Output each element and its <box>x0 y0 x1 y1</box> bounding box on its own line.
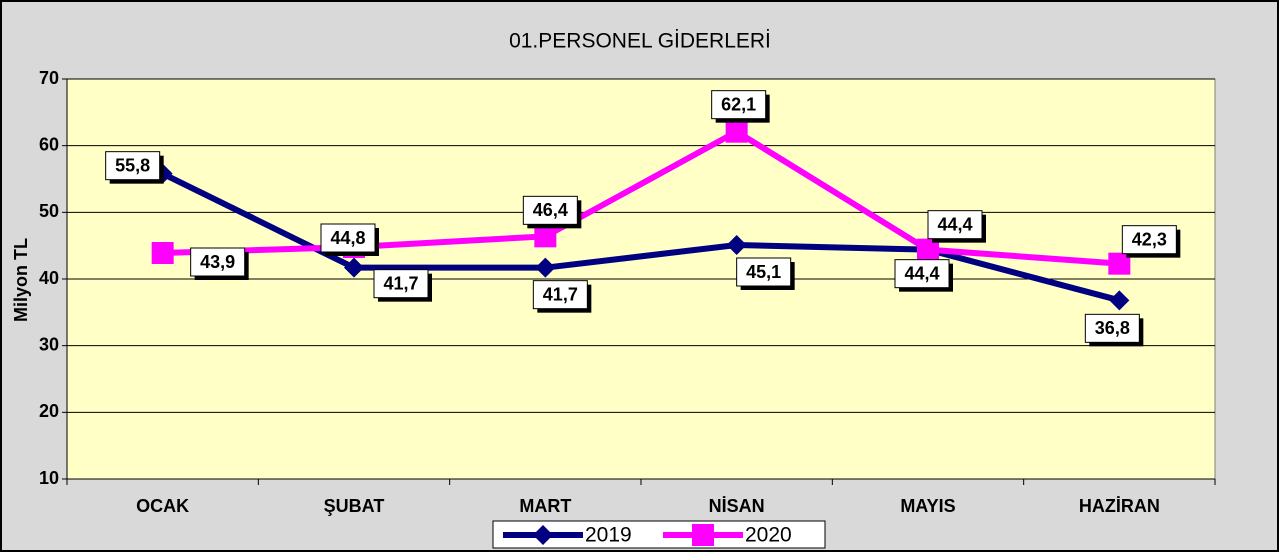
label-box <box>105 151 161 181</box>
data-point <box>1108 252 1131 275</box>
data-label: 46,4 <box>533 200 568 220</box>
x-tick-label: ŞUBAT <box>324 496 385 516</box>
data-point <box>344 257 364 278</box>
y-tick-label: 60 <box>39 134 59 154</box>
data-point <box>1109 290 1130 311</box>
label-box <box>711 90 767 120</box>
legend-label: 2019 <box>585 524 632 547</box>
label-box <box>1084 313 1140 343</box>
data-point <box>151 242 174 264</box>
data-label: 41,7 <box>383 273 418 293</box>
x-tick-label: OCAK <box>136 496 189 516</box>
label-box <box>1121 225 1177 255</box>
data-point <box>917 238 939 261</box>
data-point <box>534 225 557 248</box>
data-label: 36,8 <box>1095 318 1130 338</box>
data-label: 44,8 <box>330 228 365 248</box>
label-box <box>894 259 950 289</box>
y-tick-label: 20 <box>39 401 59 421</box>
x-tick-label: NİSAN <box>709 496 765 516</box>
label-box <box>373 269 429 299</box>
x-tick-label: HAZİRAN <box>1079 496 1160 516</box>
y-tick-label: 40 <box>39 268 59 288</box>
data-label: 55,8 <box>115 155 150 175</box>
label-box <box>522 195 578 225</box>
label-box <box>736 257 792 287</box>
y-tick-label: 10 <box>39 468 59 488</box>
data-label: 44,4 <box>904 263 939 283</box>
y-tick-label: 30 <box>39 334 59 354</box>
y-tick-label: 70 <box>39 68 59 88</box>
label-box <box>320 223 376 253</box>
data-label: 42,3 <box>1132 229 1167 249</box>
x-tick-label: MAYIS <box>900 496 955 516</box>
legend-marker <box>692 524 714 546</box>
legend-label: 2020 <box>745 524 792 547</box>
data-label: 45,1 <box>746 262 781 282</box>
legend-marker <box>533 525 553 545</box>
label-box <box>190 247 246 277</box>
data-label: 62,1 <box>721 94 756 114</box>
label-box <box>532 280 588 310</box>
data-point <box>535 257 556 278</box>
y-tick-label: 50 <box>39 201 59 221</box>
label-box <box>927 210 983 240</box>
x-tick-label: MART <box>519 496 571 516</box>
data-label: 43,9 <box>200 252 235 272</box>
data-label: 41,7 <box>543 284 578 304</box>
data-point <box>725 120 748 143</box>
data-label: 44,4 <box>937 214 972 234</box>
y-axis-label: Milyon TL <box>11 238 31 322</box>
data-point <box>726 235 747 255</box>
chart-title: 01.PERSONEL GİDERLERİ <box>509 30 771 53</box>
